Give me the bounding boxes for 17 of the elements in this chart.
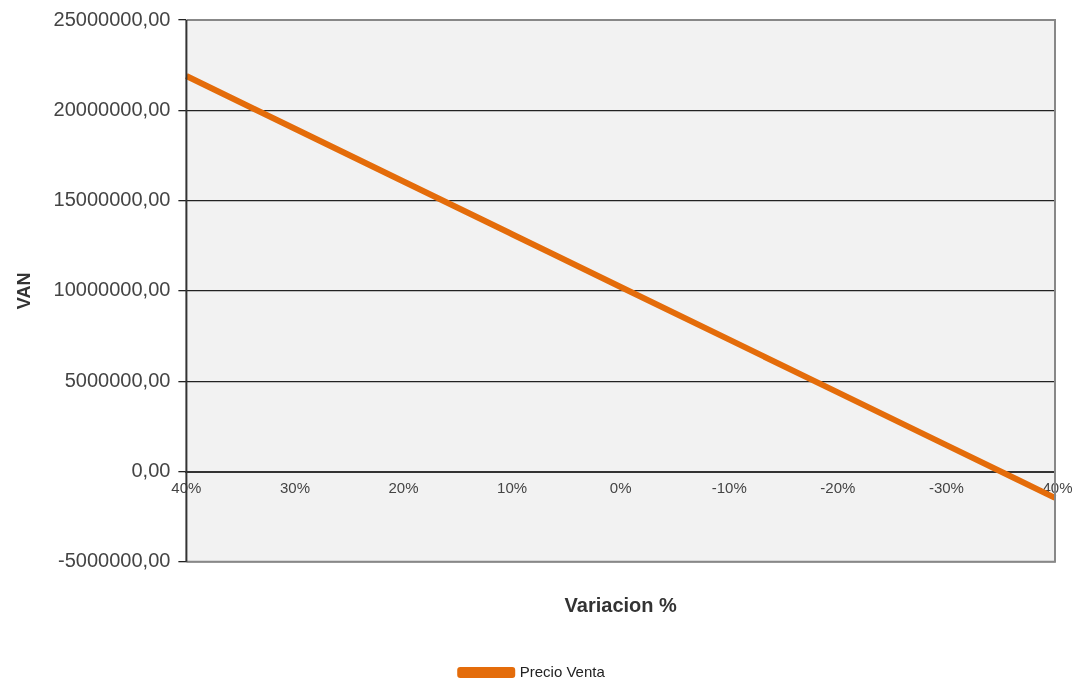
legend-label: Precio Venta	[519, 662, 606, 680]
y-tick-label: 10000000,00	[53, 278, 171, 301]
x-tick-label: 30%	[279, 478, 310, 496]
y-axis-title: VAN	[13, 272, 34, 310]
y-tick-label: 20000000,00	[53, 97, 171, 120]
x-tick-label: 20%	[388, 478, 419, 496]
y-tick-label: -5000000,00	[58, 549, 171, 572]
y-tick-label: 5000000,00	[64, 368, 171, 391]
x-tick-label: -20%	[820, 478, 856, 496]
x-axis-title: Variacion %	[564, 594, 678, 617]
x-tick-label: -30%	[928, 478, 964, 496]
x-tick-label: 10%	[497, 478, 528, 496]
y-tick-label: 0,00	[131, 459, 171, 482]
x-tick-label: -10%	[711, 478, 747, 496]
y-tick-label: 25000000,00	[53, 7, 171, 30]
y-tick-label: 15000000,00	[53, 188, 171, 211]
x-tick-label: 0%	[609, 478, 632, 496]
